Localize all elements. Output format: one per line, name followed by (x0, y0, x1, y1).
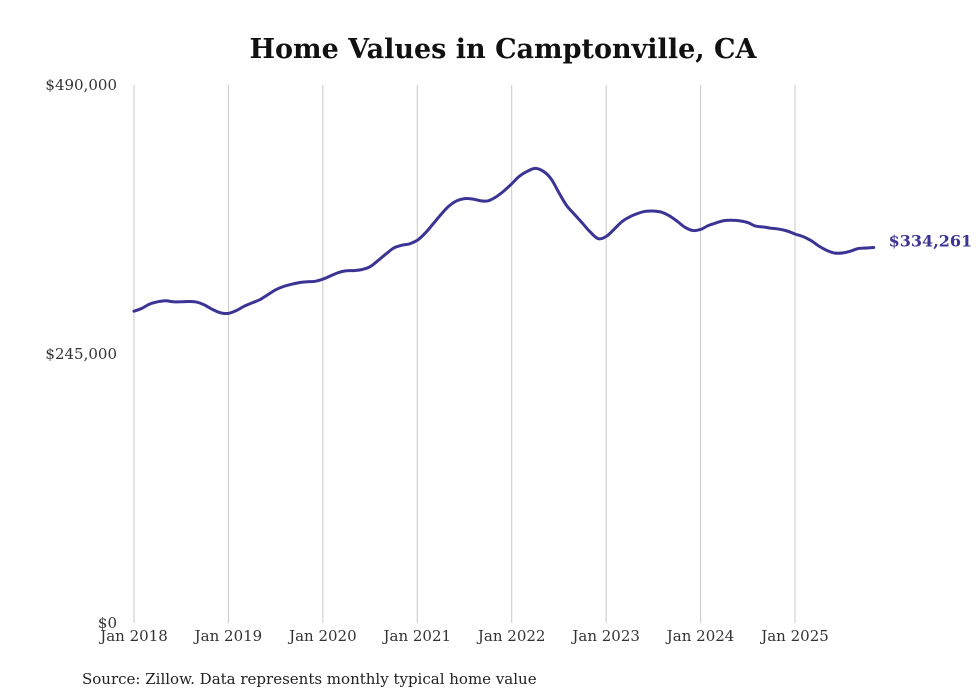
grid-lines (133, 85, 796, 623)
x-tick-label: Jan 2019 (193, 627, 263, 645)
x-axis-tick-labels: Jan 2018 Jan 2019 Jan 2020 Jan 2021 Jan 2022… (98, 627, 829, 645)
y-tick-label: $245,000 (45, 345, 117, 363)
x-tick-label: Jan 2021 (382, 627, 452, 645)
y-tick-label: $0 (98, 614, 117, 632)
y-tick-label: $490,000 (45, 76, 117, 94)
chart-title: Home Values in Camptonville, CA (249, 34, 757, 65)
x-tick-label: Jan 2023 (570, 627, 640, 645)
x-tick-label: Jan 2025 (759, 627, 829, 645)
y-axis-tick-labels: $490,000 $245,000 $0 (45, 76, 117, 632)
end-value-label: $334,261 (889, 231, 973, 250)
x-tick-label: Jan 2022 (476, 627, 546, 645)
x-tick-label: Jan 2018 (98, 627, 168, 645)
source-note: Source: Zillow. Data represents monthly … (82, 670, 537, 688)
x-tick-label: Jan 2020 (287, 627, 357, 645)
series-line-home-value (132, 166, 876, 316)
x-tick-label: Jan 2024 (665, 627, 735, 645)
